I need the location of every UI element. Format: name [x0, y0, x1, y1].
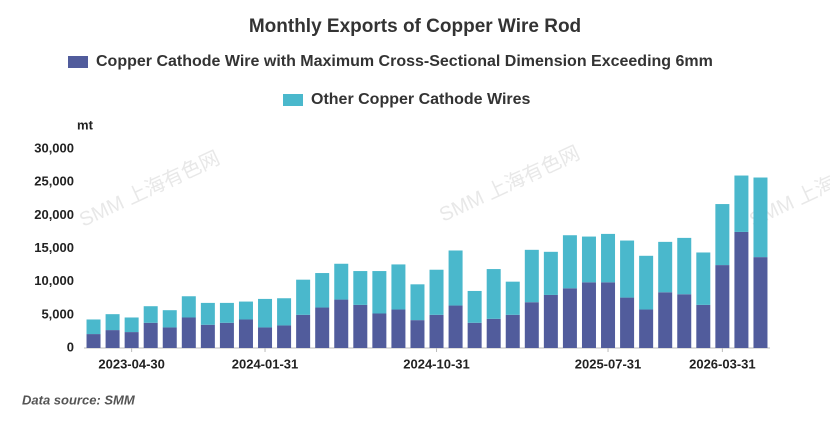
bar-segment [334, 263, 349, 300]
legend-swatch [283, 94, 303, 106]
bar-segment [639, 255, 654, 310]
bar-segment [219, 302, 234, 323]
bar-segment [486, 269, 501, 319]
bar-segment [448, 250, 463, 306]
bar-segment [238, 319, 253, 348]
bar-segment [486, 318, 501, 348]
bar-segment [334, 299, 349, 348]
chart-title: Monthly Exports of Copper Wire Rod [249, 16, 581, 37]
bar-segment [505, 314, 520, 348]
y-tick-label: 5,000 [41, 306, 74, 321]
bar-segment [658, 241, 673, 293]
legend-label: Copper Cathode Wire with Maximum Cross-S… [96, 53, 713, 70]
x-tick-label: 2023-04-30 [98, 356, 165, 371]
bar-segment [601, 233, 616, 283]
bar-segment [620, 240, 635, 298]
bar-segment [753, 257, 768, 348]
bar-segment [353, 271, 368, 305]
bar-segment [143, 322, 158, 348]
bar-segment [86, 319, 101, 335]
bar-segment [410, 284, 425, 321]
bar-segment [372, 271, 387, 314]
bar-segment [315, 273, 330, 308]
bar-segment [315, 307, 330, 348]
bar-segment [296, 279, 311, 315]
bar-segment [448, 305, 463, 348]
bar-segment [200, 302, 215, 325]
bar-segment [391, 264, 406, 310]
bar-segment [162, 327, 177, 348]
bar-segment [467, 290, 482, 323]
bar-segment [734, 231, 749, 348]
bar-segment [658, 292, 673, 348]
bar-segment [181, 317, 196, 348]
bar-segment [143, 306, 158, 323]
bar-segment [696, 252, 711, 305]
bar-segment [543, 251, 558, 295]
bar-segment [238, 301, 253, 320]
y-tick-label: 15,000 [34, 240, 74, 255]
bar-segment [715, 204, 730, 266]
bar-segment [429, 269, 444, 315]
bar-segment [200, 324, 215, 348]
x-tick-label: 2024-01-31 [232, 356, 299, 371]
bar-segment [734, 175, 749, 232]
bar-segment [524, 302, 539, 348]
y-unit: mt [77, 117, 94, 132]
bar-segment [696, 304, 711, 348]
bar-segment [601, 282, 616, 348]
bar-segment [219, 322, 234, 348]
y-tick-label: 10,000 [34, 273, 74, 288]
bar-segment [543, 294, 558, 348]
bar-segment [181, 296, 196, 318]
bar-segment [562, 288, 577, 348]
bar-segment [715, 265, 730, 348]
bar-segment [124, 332, 139, 348]
bar-segment [105, 314, 120, 331]
bar-segment [372, 313, 387, 348]
bar-segment [639, 309, 654, 348]
bar-segment [277, 298, 292, 326]
bar-segment [258, 327, 273, 348]
bar-segment [562, 235, 577, 289]
bar-segment [581, 282, 596, 348]
bar-segment [391, 309, 406, 348]
bar-segment [753, 177, 768, 258]
bar-segment [410, 320, 425, 348]
bar-segment [296, 314, 311, 348]
x-tick-label: 2026-03-31 [689, 356, 756, 371]
watermark: SMM 上海有色网 [436, 141, 584, 226]
bar-segment [467, 322, 482, 348]
bar-segment [429, 314, 444, 348]
y-tick-label: 25,000 [34, 174, 74, 189]
bar-segment [86, 334, 101, 348]
bar-segment [620, 297, 635, 348]
bar-segment [581, 236, 596, 283]
legend-label: Other Copper Cathode Wires [311, 91, 531, 108]
x-tick-label: 2025-07-31 [575, 356, 642, 371]
bar-segment [677, 237, 692, 295]
bar-segment [258, 298, 273, 328]
bar-segment [105, 330, 120, 348]
x-tick-label: 2024-10-31 [403, 356, 470, 371]
y-tick-label: 30,000 [34, 140, 74, 155]
bar-segment [677, 294, 692, 348]
watermark: SMM 上海有色网 [76, 146, 224, 231]
legend-swatch [68, 56, 88, 68]
y-tick-label: 20,000 [34, 207, 74, 222]
bar-segment [277, 325, 292, 348]
bar-segment [353, 304, 368, 348]
bar-segment [124, 317, 139, 333]
bar-segment [162, 310, 177, 328]
bar-segment [505, 281, 520, 315]
y-tick-label: 0 [67, 339, 74, 354]
bar-segment [524, 249, 539, 303]
source: Data source: SMM [22, 392, 136, 407]
